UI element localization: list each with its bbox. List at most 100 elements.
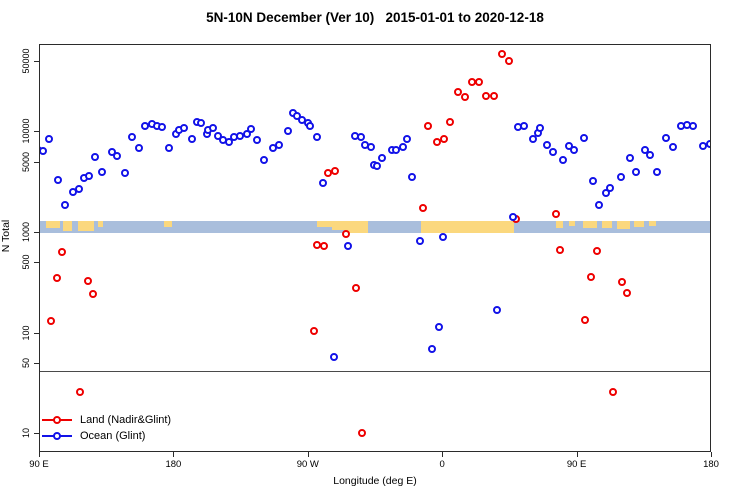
data-point-ocean xyxy=(519,121,528,130)
data-point-ocean xyxy=(570,145,579,154)
y-tick-mark xyxy=(34,161,39,163)
data-point-land xyxy=(592,246,601,255)
x-tick-label: 180 xyxy=(703,459,719,470)
plot-frame xyxy=(39,44,711,452)
data-point-ocean xyxy=(543,141,552,150)
data-point-ocean xyxy=(75,184,84,193)
land-patch xyxy=(569,220,576,227)
data-point-ocean xyxy=(377,154,386,163)
y-tick-label: 1000 xyxy=(21,221,31,243)
data-point-land xyxy=(551,209,560,218)
land-patch xyxy=(62,220,72,231)
y-tick-mark xyxy=(34,433,39,435)
data-point-ocean xyxy=(45,134,54,143)
data-point-ocean xyxy=(705,139,711,148)
data-point-land xyxy=(53,273,62,282)
data-point-ocean xyxy=(616,172,625,181)
data-point-land xyxy=(440,135,449,143)
y-tick-label: 10000 xyxy=(21,118,31,144)
y-tick-mark xyxy=(34,232,39,233)
data-point-ocean xyxy=(669,142,678,151)
data-point-ocean xyxy=(565,141,574,150)
data-point-land xyxy=(504,56,513,65)
data-point-ocean xyxy=(61,200,70,209)
data-point-land xyxy=(580,315,589,324)
x-tick-mark xyxy=(307,452,309,457)
land-patch xyxy=(77,220,95,232)
data-point-ocean xyxy=(140,121,149,130)
data-point-land xyxy=(460,92,469,101)
land-patch xyxy=(601,220,612,228)
data-point-ocean xyxy=(408,173,417,182)
data-point-ocean xyxy=(357,132,366,141)
data-point-ocean xyxy=(164,143,173,152)
data-point-ocean xyxy=(260,155,269,164)
data-point-land xyxy=(84,277,93,286)
data-point-ocean xyxy=(434,323,443,332)
y-tick-label: 50000 xyxy=(21,48,31,74)
data-point-ocean xyxy=(113,151,122,160)
land-patch xyxy=(331,220,346,231)
data-point-ocean xyxy=(595,201,604,210)
x-tick-mark xyxy=(576,452,578,457)
data-point-ocean xyxy=(632,167,641,176)
data-point-land xyxy=(454,87,463,96)
data-point-ocean xyxy=(293,111,302,120)
y-tick-label: 500 xyxy=(21,254,31,270)
plot-area xyxy=(39,44,711,452)
data-point-ocean xyxy=(180,124,189,133)
data-point-land xyxy=(57,247,66,256)
data-point-ocean xyxy=(366,142,375,151)
y-tick-mark xyxy=(34,131,39,133)
data-point-ocean xyxy=(549,148,558,157)
data-point-ocean xyxy=(689,121,698,130)
y-tick-label: 5000 xyxy=(21,151,31,172)
data-point-ocean xyxy=(90,153,99,162)
data-point-land xyxy=(319,241,328,250)
data-point-land xyxy=(475,77,484,86)
data-point-ocean xyxy=(508,213,517,222)
legend: Land (Nadir&Glint) Ocean (Glint) xyxy=(42,412,262,444)
data-point-land xyxy=(609,387,618,396)
y-tick-label: 100 xyxy=(21,325,31,341)
data-point-land xyxy=(490,91,499,100)
data-point-ocean xyxy=(653,168,662,177)
land-patch xyxy=(97,220,104,227)
data-point-ocean xyxy=(606,183,615,192)
y-tick-mark xyxy=(34,332,39,334)
land-patch xyxy=(421,220,514,234)
data-point-land xyxy=(351,284,360,293)
x-tick-label: 180 xyxy=(165,459,182,470)
data-point-ocean xyxy=(283,127,292,136)
data-point-ocean xyxy=(97,167,106,176)
data-point-land xyxy=(342,230,351,239)
data-point-land xyxy=(424,121,433,130)
data-point-land xyxy=(618,277,627,286)
data-point-land xyxy=(89,290,98,299)
data-point-land xyxy=(445,117,454,126)
x-tick-label: 90 W xyxy=(296,459,319,470)
legend-item-ocean: Ocean (Glint) xyxy=(42,428,262,444)
data-point-ocean xyxy=(580,133,589,142)
data-point-ocean xyxy=(214,131,223,140)
land-patch xyxy=(46,220,60,228)
data-point-ocean xyxy=(39,146,48,155)
land-patch xyxy=(555,220,564,229)
data-point-ocean xyxy=(493,305,502,314)
land-patch xyxy=(164,220,172,227)
data-point-ocean xyxy=(313,132,322,141)
ocean-marker-icon xyxy=(42,431,72,441)
data-point-land xyxy=(622,288,631,297)
data-point-ocean xyxy=(252,135,261,144)
data-point-ocean xyxy=(54,175,63,184)
land-patch xyxy=(583,220,598,229)
data-point-ocean xyxy=(588,176,597,185)
data-point-land xyxy=(75,387,84,396)
data-point-ocean xyxy=(398,143,407,152)
data-point-ocean xyxy=(343,241,352,250)
data-point-ocean xyxy=(428,344,437,353)
data-point-land xyxy=(357,429,366,438)
map-strip xyxy=(39,220,711,234)
x-tick-mark xyxy=(173,452,175,457)
